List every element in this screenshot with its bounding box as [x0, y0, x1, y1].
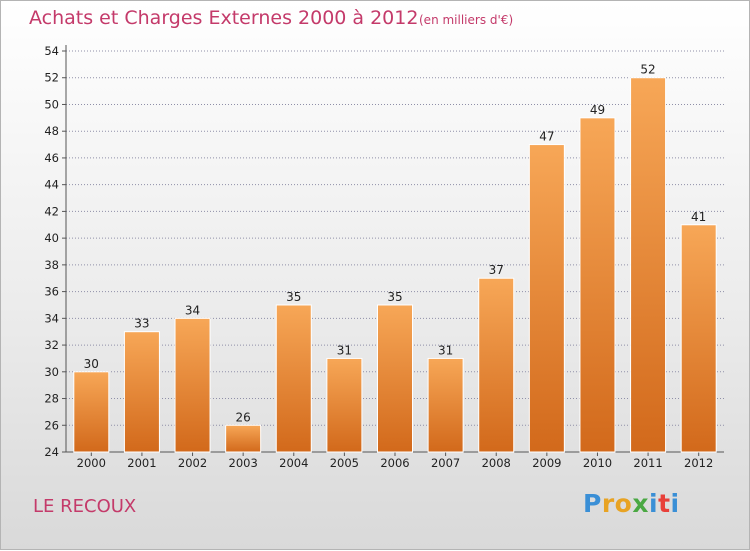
- y-tick-label: 46: [44, 151, 59, 165]
- y-tick-label: 26: [44, 418, 59, 432]
- x-tick-label-2007: 2007: [431, 456, 460, 470]
- x-tick-label-2005: 2005: [330, 456, 359, 470]
- bar-2009: [528, 144, 565, 453]
- proxiti-logo: Proxiti: [583, 489, 680, 518]
- chart-title-text: Achats et Charges Externes 2000 à 2012: [29, 7, 419, 29]
- y-tick-label: 30: [44, 365, 59, 379]
- labels: 30 33 34 26 35 31 35 31 37 47 49 52 41: [84, 63, 707, 425]
- y-tick-label: 34: [44, 311, 59, 325]
- y-tick-label: 44: [44, 178, 59, 192]
- chart-subtitle: (en milliers d'€): [419, 13, 514, 27]
- bar-2011: [630, 77, 667, 453]
- x-tick-label-2006: 2006: [380, 456, 409, 470]
- x-tick-label-2011: 2011: [633, 456, 662, 470]
- logo-letter: x: [632, 489, 649, 518]
- x-tick-label-2004: 2004: [279, 456, 308, 470]
- value-label-2009: 47: [539, 130, 554, 144]
- logo-letter: o: [614, 489, 633, 518]
- x-tick-label-2010: 2010: [583, 456, 612, 470]
- value-label-2011: 52: [640, 63, 655, 77]
- x-tick-label-2012: 2012: [684, 456, 713, 470]
- chart-title: Achats et Charges Externes 2000 à 2012: [29, 7, 418, 29]
- bar-2002: [174, 317, 211, 453]
- x-tick-label-2001: 2001: [127, 456, 156, 470]
- x-tick-label-2009: 2009: [532, 456, 561, 470]
- value-label-2012: 41: [691, 210, 706, 224]
- y-tick-label: 32: [44, 338, 59, 352]
- logo-letter: t: [658, 489, 671, 518]
- x-tick-label-2000: 2000: [77, 456, 106, 470]
- commune-name: LE RECOUX: [33, 496, 137, 517]
- x-tick-label-2003: 2003: [229, 456, 258, 470]
- y-tick-label: 42: [44, 204, 59, 218]
- value-label-2003: 26: [236, 410, 251, 424]
- value-label-2002: 34: [185, 303, 200, 317]
- bar-2006: [377, 304, 413, 453]
- bar-2004: [275, 304, 312, 453]
- bar-2003: [225, 424, 262, 453]
- y-tick-label: 40: [44, 231, 59, 245]
- y-tick-label: 50: [44, 97, 59, 111]
- y-tick-label: 52: [44, 71, 59, 85]
- value-label-2006: 35: [387, 290, 402, 304]
- bar-2010: [579, 117, 616, 453]
- value-label-2000: 30: [84, 357, 99, 371]
- value-label-2007: 31: [438, 343, 453, 357]
- y-tick-label: 48: [44, 124, 59, 138]
- value-label-2005: 31: [337, 343, 352, 357]
- bars: [73, 77, 717, 453]
- y-tick-label: 54: [44, 44, 59, 58]
- logo-letter: i: [670, 489, 680, 518]
- logo-letter: i: [649, 489, 659, 518]
- x-tick-label-2008: 2008: [482, 456, 511, 470]
- bar-2000: [73, 371, 110, 453]
- bar-2005: [326, 357, 363, 453]
- value-label-2004: 35: [286, 290, 301, 304]
- y-tick-label: 36: [44, 285, 59, 299]
- bar-2001: [123, 331, 160, 453]
- value-label-2010: 49: [590, 103, 605, 117]
- bar-2012: [680, 224, 717, 453]
- value-label-2008: 37: [489, 263, 504, 277]
- y-tick-label: 24: [44, 445, 59, 459]
- logo-letter: P: [583, 489, 602, 518]
- y-tick-label: 28: [44, 392, 59, 406]
- value-label-2001: 33: [134, 317, 149, 331]
- bar-2007: [427, 357, 464, 453]
- x-tick-label-2002: 2002: [178, 456, 207, 470]
- bar-2008: [478, 277, 515, 453]
- y-tick-label: 38: [44, 258, 59, 272]
- axes: 24 26 28 30 32 34 36 38 40 42 44 46 48 50 52 54 2000 2001…: [44, 44, 724, 470]
- logo-letter: r: [601, 489, 615, 518]
